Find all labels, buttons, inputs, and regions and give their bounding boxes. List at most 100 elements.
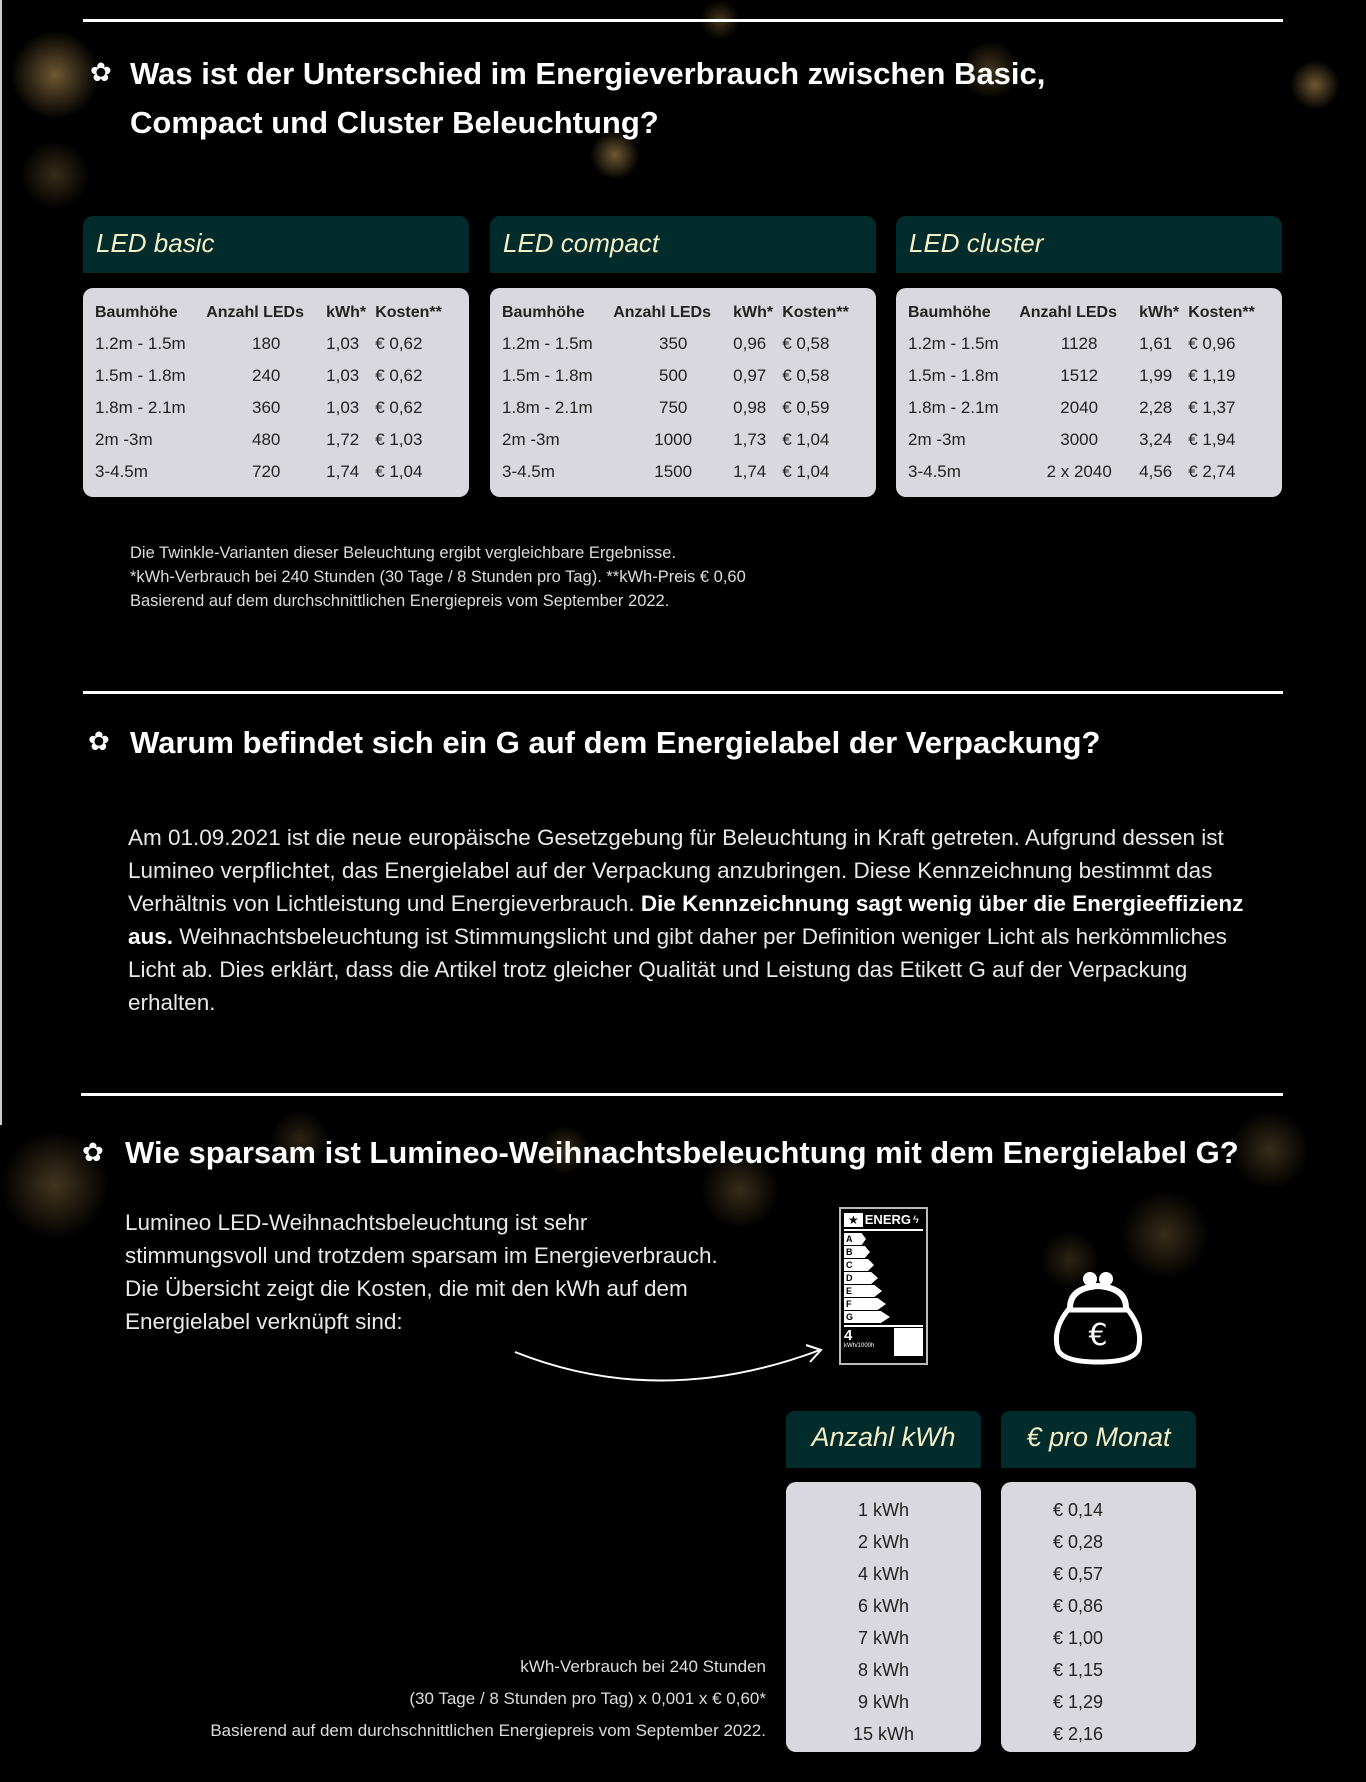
divider xyxy=(81,1093,1283,1096)
column-header: kWh* xyxy=(326,304,367,321)
table-title-led-cluster: LED cluster xyxy=(896,216,1282,273)
label-brand: ENERG xyxy=(864,1212,911,1227)
table-cell: 3-4.5m xyxy=(502,462,555,481)
table-cell: 0,96 xyxy=(733,334,767,353)
table-cell: 3000 xyxy=(1060,430,1099,449)
table-cell: 2 x 2040 xyxy=(1046,462,1112,481)
euro-value: € 2,16 xyxy=(1053,1724,1104,1744)
column-header: Kosten** xyxy=(782,304,849,321)
table-cell: 1.8m - 2.1m xyxy=(502,398,593,417)
energy-class-A: A xyxy=(844,1233,866,1245)
table-cell: € 1,94 xyxy=(1188,430,1236,449)
table-row: 3-4.5m 720 1,74 € 1,04 xyxy=(95,456,457,488)
table-cell: € 1,19 xyxy=(1188,366,1236,385)
savings-intro: Lumineo LED-Weihnachtsbeleuchtung ist se… xyxy=(125,1210,718,1334)
table-cell: € 0,62 xyxy=(375,366,423,385)
kwh-value: 4 kWh xyxy=(857,1564,909,1584)
table-cell: 1128 xyxy=(1060,334,1098,353)
table-cell: 1,61 xyxy=(1139,334,1173,353)
table-cell: 0,97 xyxy=(733,366,767,385)
star-icon: ✿ xyxy=(90,57,112,87)
column-header: Kosten** xyxy=(1188,304,1255,321)
kwh-value: 2 kWh xyxy=(857,1532,909,1552)
lightning-icon: ϟ xyxy=(913,1213,919,1226)
table-cell: 1.5m - 1.8m xyxy=(908,366,999,385)
table-cell: 1500 xyxy=(654,462,693,481)
table-cell: € 0,96 xyxy=(1188,334,1236,353)
energy-class-D: D xyxy=(844,1272,878,1284)
table-cell: 1,72 xyxy=(326,430,360,449)
star-icon: ✿ xyxy=(88,726,110,756)
table-cell: 1.5m - 1.8m xyxy=(95,366,186,385)
table-row: 1.5m - 1.8m 1512 1,99 € 1,19 xyxy=(908,360,1270,392)
kwh-value: 1 kWh xyxy=(857,1500,909,1520)
table-cell: 1.2m - 1.5m xyxy=(95,334,186,353)
star-icon: ✿ xyxy=(82,1137,104,1167)
table-cell: 1,73 xyxy=(733,430,767,449)
table-row: 1.5m - 1.8m 500 0,97 € 0,58 xyxy=(502,360,864,392)
table-cell: 1,74 xyxy=(326,462,360,481)
qr-box xyxy=(894,1328,923,1356)
column-header: kWh* xyxy=(1139,304,1180,321)
energy-class-F: F xyxy=(844,1298,886,1310)
table-cell: 1000 xyxy=(654,430,693,449)
eu-star-icon: ★ xyxy=(844,1212,863,1227)
table-row: 2m -3m 3000 3,24 € 1,94 xyxy=(908,424,1270,456)
arrow-icon xyxy=(514,1344,823,1382)
table-row: 1.5m - 1.8m 240 1,03 € 0,62 xyxy=(95,360,457,392)
section-title-energy-comparison: Was ist der Unterschied im Energieverbra… xyxy=(130,56,1046,140)
table-row: 1.2m - 1.5m 1128 1,61 € 0,96 xyxy=(908,328,1270,360)
table-row: 1.8m - 2.1m 360 1,03 € 0,62 xyxy=(95,392,457,424)
energy-class-B: B xyxy=(844,1246,870,1258)
led-table: Baumhöhe Anzahl LEDs kWh* Kosten** 1.2m - 1.… xyxy=(95,298,457,488)
euro-value: € 1,15 xyxy=(1053,1660,1104,1680)
column-title-euro: € pro Monat xyxy=(1001,1411,1196,1468)
table-title-led-basic: LED basic xyxy=(83,216,469,273)
label-value: 4 xyxy=(844,1327,853,1344)
led-table: Baumhöhe Anzahl LEDs kWh* Kosten** 1.2m - 1.… xyxy=(502,298,864,488)
column-header: Baumhöhe xyxy=(908,304,991,321)
energy-label-explanation: Am 01.09.2021 ist die neue europäische G… xyxy=(128,825,1244,1015)
table-cell: € 1,04 xyxy=(782,462,830,481)
footnote: *kWh-Verbrauch bei 240 Stunden (30 Tage … xyxy=(130,568,746,586)
table-row: 1.8m - 2.1m 750 0,98 € 0,59 xyxy=(502,392,864,424)
table-cell: 1,99 xyxy=(1139,366,1173,385)
left-edge xyxy=(0,0,2,1125)
table-cell: 1.5m - 1.8m xyxy=(502,366,593,385)
table-row: 3-4.5m 2 x 2040 4,56 € 2,74 xyxy=(908,456,1270,488)
column-header: Kosten** xyxy=(375,304,442,321)
divider xyxy=(83,691,1283,694)
energy-class-C: C xyxy=(844,1259,874,1271)
column-header: kWh* xyxy=(733,304,774,321)
footnote: kWh-Verbrauch bei 240 Stunden xyxy=(520,1657,766,1676)
table-cell: 4,56 xyxy=(1139,462,1173,481)
column-header: Anzahl LEDs xyxy=(613,304,712,321)
table-cell: 240 xyxy=(251,366,281,385)
section-title-savings: Wie sparsam ist Lumineo-Weihnachtsbeleuc… xyxy=(125,1135,1239,1170)
footnotes: Die Twinkle-Varianten dieser Beleuchtung… xyxy=(130,541,746,613)
table-title-led-compact: LED compact xyxy=(490,216,876,273)
table-cell: € 0,58 xyxy=(782,334,830,353)
table-cell: 1512 xyxy=(1060,366,1099,385)
energy-class-E: E xyxy=(844,1285,882,1297)
table-cell: € 1,04 xyxy=(375,462,423,481)
kwh-list: 1 kWh 2 kWh 4 kWh 6 kWh 7 kWh 8 kWh 9 kWh 15 kW… xyxy=(786,1482,981,1752)
kwh-value: 15 kWh xyxy=(852,1724,915,1744)
purse-euro-icon: € xyxy=(1053,1272,1143,1365)
cost-footnotes: kWh-Verbrauch bei 240 Stunden (30 Tage /… xyxy=(210,1651,766,1747)
footnote: (30 Tage / 8 Stunden pro Tag) x 0,001 x … xyxy=(409,1689,766,1708)
column-title-kwh: Anzahl kWh xyxy=(786,1411,981,1468)
column-header: Baumhöhe xyxy=(95,304,178,321)
euro-value: € 0,28 xyxy=(1053,1532,1104,1552)
svg-text:€: € xyxy=(1088,1318,1107,1353)
table-cell: € 0,62 xyxy=(375,334,423,353)
section-title-energy-label: Warum befindet sich ein G auf dem Energi… xyxy=(130,725,1101,760)
table-cell: € 1,04 xyxy=(782,430,830,449)
euro-value: € 1,29 xyxy=(1053,1692,1104,1712)
led-table: Baumhöhe Anzahl LEDs kWh* Kosten** 1.2m - 1.… xyxy=(908,298,1270,488)
table-led-cluster: Baumhöhe Anzahl LEDs kWh* Kosten** 1.2m - 1.… xyxy=(896,288,1282,497)
kwh-value: 6 kWh xyxy=(857,1596,909,1616)
kwh-value: 9 kWh xyxy=(857,1692,909,1712)
table-cell: 1,03 xyxy=(326,334,360,353)
